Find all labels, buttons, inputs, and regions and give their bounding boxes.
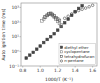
point	[35, 48, 38, 51]
x-tick-label: 1.0	[37, 68, 44, 73]
point	[74, 11, 77, 14]
point	[25, 57, 28, 60]
point	[48, 13, 51, 16]
point	[49, 12, 52, 15]
legend-box	[59, 44, 96, 65]
legend-marker	[60, 60, 62, 62]
point	[63, 21, 66, 24]
y-tick	[20, 36, 22, 37]
x-tick-label: 1.2	[54, 68, 61, 73]
point	[91, 4, 94, 7]
x-tick-label: 1.6	[89, 68, 96, 73]
point	[63, 17, 66, 20]
point	[49, 35, 52, 38]
legend-marker	[60, 46, 62, 48]
legend: diethyl ethercyclopentanetetrahydrofuran…	[59, 44, 96, 65]
point	[58, 19, 61, 22]
x-tick-label: 1.4	[72, 68, 79, 73]
point	[53, 32, 56, 35]
point	[77, 9, 80, 12]
series	[43, 12, 60, 21]
legend-marker	[60, 55, 62, 57]
y-tick	[20, 7, 22, 8]
point	[67, 18, 70, 21]
point	[81, 4, 84, 7]
point	[42, 41, 45, 44]
y-axis-label: Auto ignition time (ms)	[1, 8, 6, 60]
series	[63, 4, 94, 20]
y-tick-label: 10⁰	[11, 49, 19, 54]
point	[56, 29, 59, 32]
legend-marker	[60, 51, 62, 53]
y-tick	[20, 66, 22, 67]
y-tick	[20, 22, 22, 23]
point	[84, 7, 87, 10]
series	[41, 12, 63, 26]
point	[70, 13, 73, 16]
x-axis-label: 1000/T (K⁻¹)	[45, 77, 73, 82]
chart: 0.8 1.0 1.2 1.4 1.6 10⁻¹ 10⁰ 10¹ 10² 10³ 1000/T (K…	[0, 0, 100, 83]
point	[67, 15, 70, 18]
y-tick	[20, 51, 22, 52]
y-tick-label: 10¹	[11, 34, 19, 39]
x-tick-label: 0.8	[19, 68, 26, 73]
point	[28, 54, 31, 57]
legend-label: n-pentane	[64, 58, 84, 63]
y-tick-label: 10⁻¹	[9, 64, 19, 69]
point	[46, 38, 49, 41]
y-tick-label: 10²	[11, 20, 19, 25]
plot-frame	[21, 3, 97, 66]
y-tick-label: 10³	[11, 5, 19, 10]
point	[53, 15, 56, 18]
point	[60, 25, 63, 28]
point	[88, 6, 91, 9]
point	[43, 16, 46, 19]
point	[81, 8, 84, 11]
point	[32, 51, 35, 54]
point	[60, 23, 63, 26]
point	[41, 20, 44, 23]
point	[74, 10, 77, 13]
point	[39, 45, 42, 48]
